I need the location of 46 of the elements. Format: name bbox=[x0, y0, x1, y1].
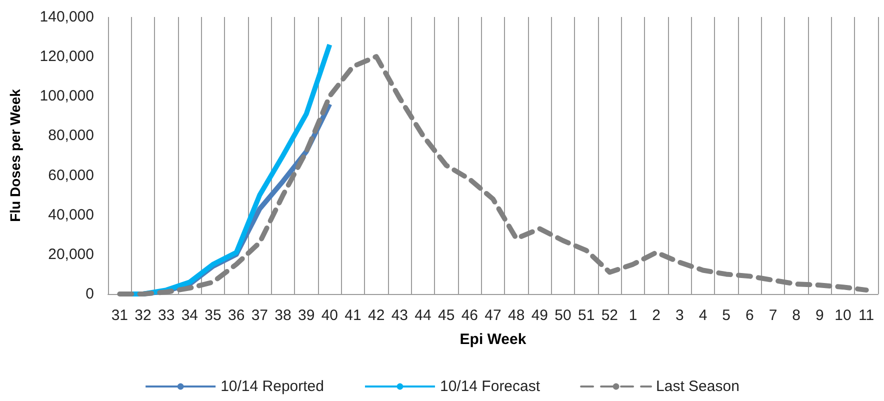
x-tick-label: 42 bbox=[368, 307, 385, 324]
legend-label: 10/14 Forecast bbox=[440, 378, 541, 395]
x-tick-label: 5 bbox=[722, 307, 731, 324]
x-tick-label: 40 bbox=[321, 307, 338, 324]
y-tick-label: 0 bbox=[86, 286, 94, 302]
y-tick-label: 40,000 bbox=[48, 206, 94, 224]
x-tick-label: 52 bbox=[601, 307, 618, 324]
y-tick-label: 120,000 bbox=[40, 48, 94, 66]
x-tick-label: 7 bbox=[768, 307, 778, 324]
y-axis-title: Flu Doses per Week bbox=[7, 88, 23, 222]
x-tick-label: 35 bbox=[204, 307, 222, 324]
x-tick-label: 38 bbox=[274, 307, 292, 324]
y-tick-label: 100,000 bbox=[40, 88, 94, 105]
x-tick-label: 31 bbox=[111, 307, 128, 324]
y-tick-label: 20,000 bbox=[48, 246, 94, 263]
x-tick-label: 47 bbox=[484, 307, 502, 324]
x-tick-label: 3 bbox=[675, 307, 684, 324]
x-tick-label: 48 bbox=[508, 307, 525, 324]
x-tick-label: 32 bbox=[134, 307, 152, 324]
x-tick-label: 9 bbox=[815, 307, 824, 324]
x-tick-label: 44 bbox=[414, 307, 432, 324]
x-tick-label: 2 bbox=[652, 307, 661, 324]
y-tick-label: 60,000 bbox=[48, 166, 94, 184]
x-tick-label: 34 bbox=[181, 307, 198, 324]
x-tick-label: 6 bbox=[745, 307, 754, 324]
x-tick-label: 51 bbox=[578, 307, 595, 324]
x-tick-label: 8 bbox=[792, 307, 801, 324]
x-tick-label: 49 bbox=[531, 307, 548, 324]
x-tick-label: 39 bbox=[298, 307, 315, 324]
legend-label: Last Season bbox=[656, 378, 740, 395]
x-tick-label: 50 bbox=[554, 307, 572, 324]
x-tick-label: 37 bbox=[251, 307, 268, 324]
y-tick-label: 80,000 bbox=[48, 127, 94, 144]
x-axis-title: Epi Week bbox=[460, 331, 527, 348]
x-tick-label: 46 bbox=[461, 307, 478, 324]
x-tick-label: 1 bbox=[628, 307, 638, 324]
x-tick-label: 11 bbox=[858, 307, 874, 324]
legend-label: 10/14 Reported bbox=[220, 378, 324, 395]
x-tick-label: 4 bbox=[698, 307, 708, 324]
x-tick-label: 36 bbox=[228, 307, 245, 324]
x-tick-label: 41 bbox=[344, 307, 362, 324]
x-tick-label: 43 bbox=[391, 307, 408, 324]
x-tick-label: 10 bbox=[834, 307, 852, 324]
x-tick-label: 45 bbox=[438, 307, 455, 324]
y-tick-label: 140,000 bbox=[40, 8, 94, 26]
x-tick-label: 33 bbox=[158, 307, 175, 324]
